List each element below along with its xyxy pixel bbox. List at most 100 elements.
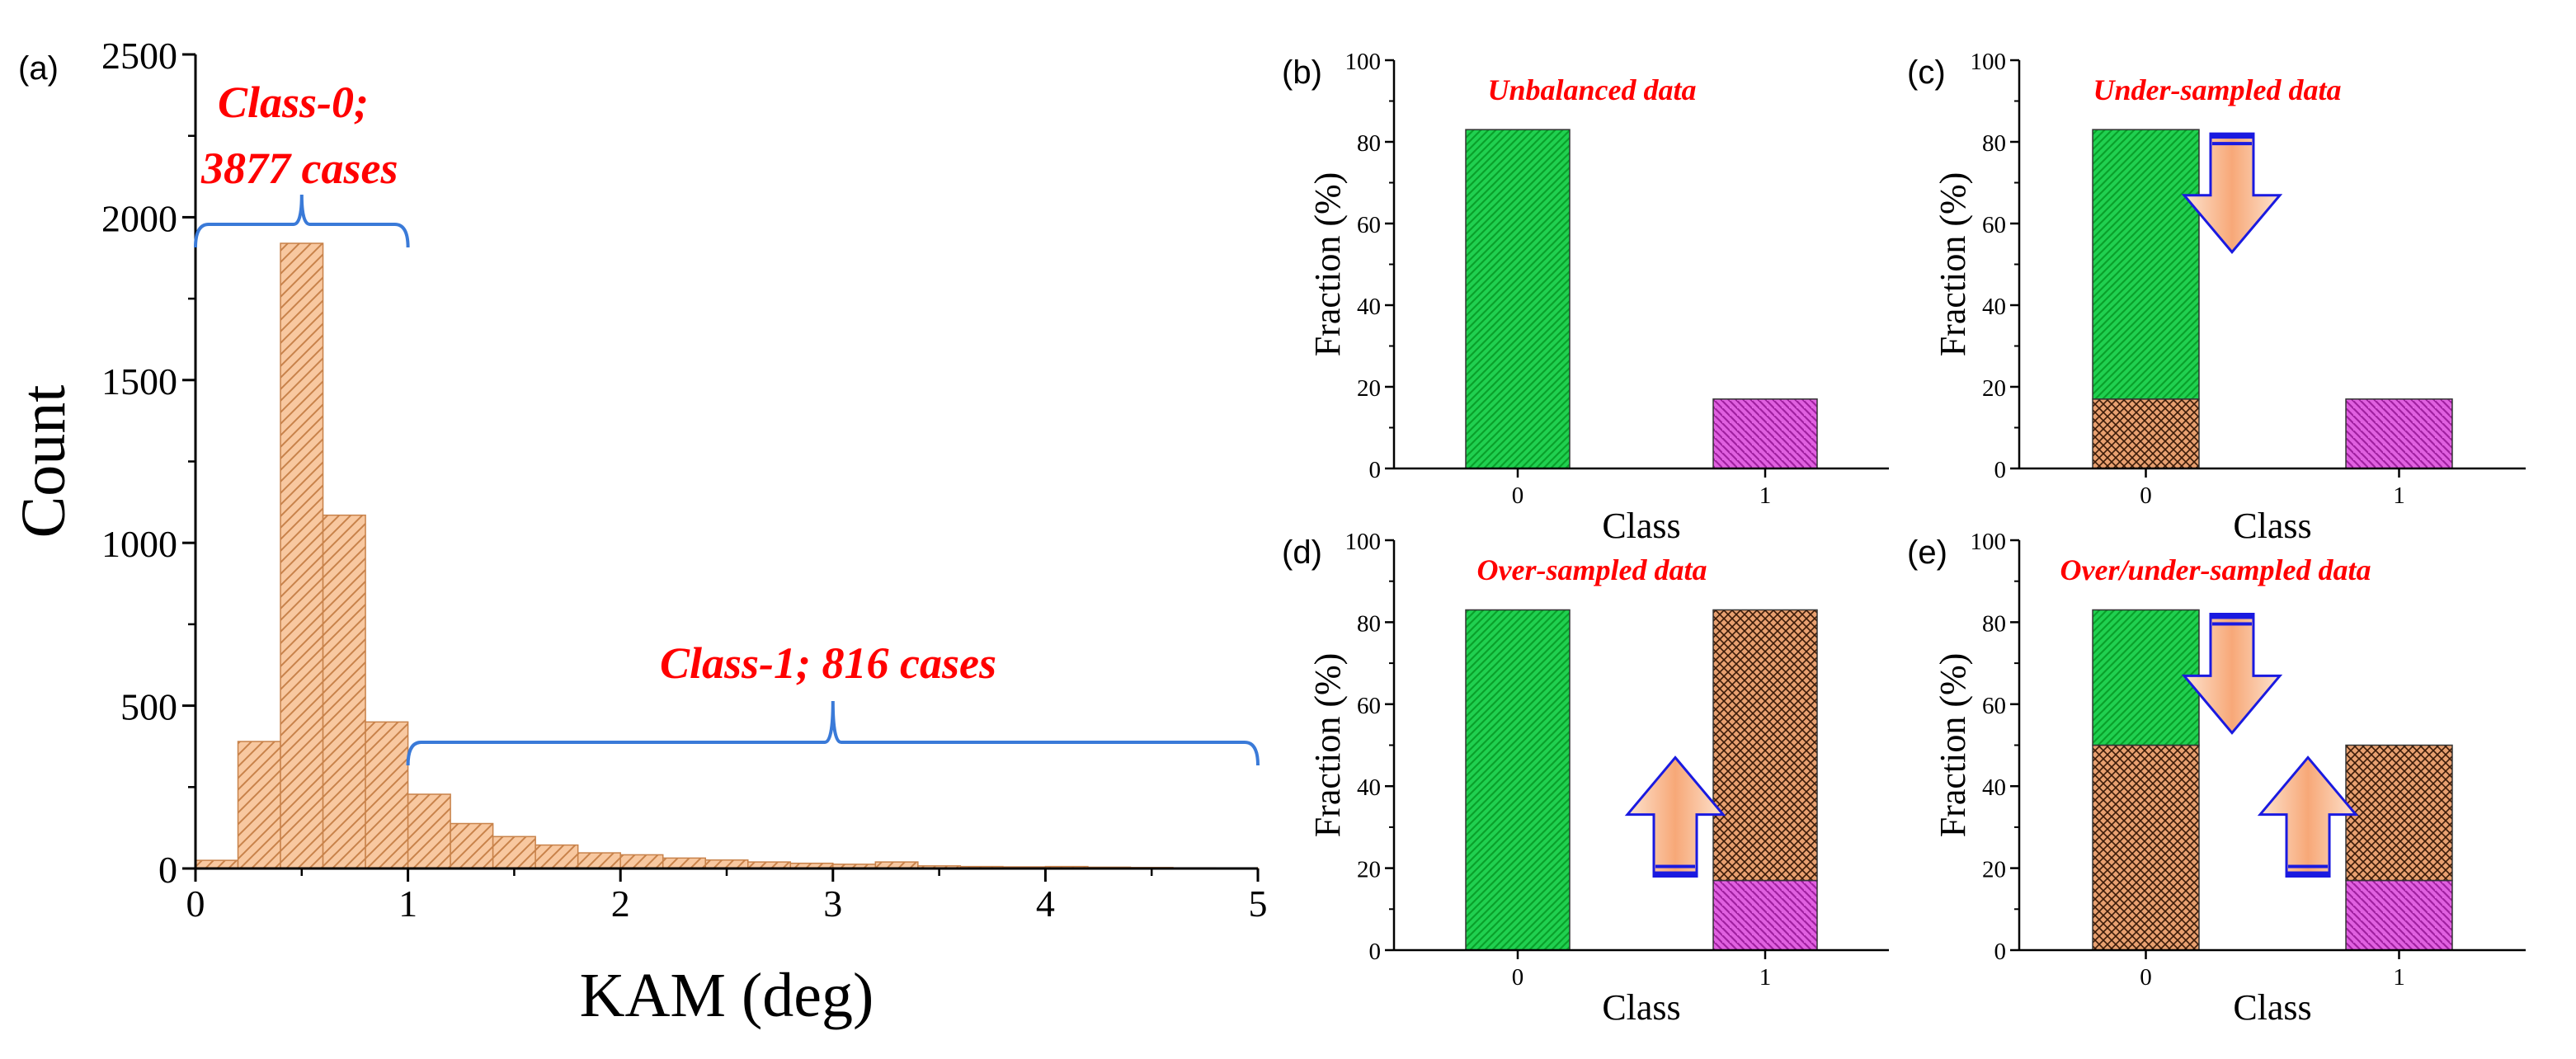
x-tick-label: 3	[823, 882, 842, 925]
histogram-bar	[450, 822, 494, 869]
y-tick-label: 0	[158, 849, 177, 891]
y-tick-label: 0	[1369, 939, 1382, 965]
bar-class-0-green	[1465, 609, 1571, 951]
bar-class-1-magenta	[1712, 398, 1818, 469]
y-tick-label: 100	[1971, 49, 2007, 75]
y-tick-label: 2500	[101, 35, 177, 77]
y-tick-label: 1500	[101, 360, 177, 402]
y-tick-label: 60	[1357, 693, 1381, 719]
y-tick-label: 0	[1994, 457, 2007, 483]
x-tick-label: 0	[1512, 482, 1524, 509]
panel-title: Over-sampled data	[1477, 553, 1707, 586]
y-tick-label: 40	[1982, 774, 2006, 801]
histogram-bar	[704, 859, 749, 869]
y-tick-label: 60	[1982, 693, 2006, 719]
arrow-body	[2181, 132, 2283, 254]
y-tick-label: 80	[1982, 610, 2006, 637]
arrow-tail-bar	[1655, 864, 1695, 868]
y-tick-label: 0	[1994, 939, 2007, 965]
arrow-body	[2257, 755, 2359, 878]
panel-label: (b)	[1282, 54, 1322, 91]
y-tick-label: 40	[1357, 294, 1381, 320]
panel-c: (c) Under-sampled data 0 20 40 60 80 100 0 1 Class…	[1907, 49, 2526, 546]
arrow-body	[2181, 612, 2283, 735]
bar-class-0-orange	[2092, 398, 2200, 469]
bar-class-0-green	[2092, 129, 2200, 400]
up-arrow	[2257, 755, 2359, 878]
down-arrow	[2181, 612, 2283, 735]
y-axis-label: Fraction (%)	[1307, 172, 1348, 357]
panel-title: Over/under-sampled data	[2060, 553, 2371, 586]
y-tick-label: 100	[1971, 529, 2007, 555]
panel-title: Under-sampled data	[2093, 73, 2342, 106]
arrow-tail-bar	[2210, 134, 2253, 139]
y-tick-label: 0	[1369, 457, 1382, 483]
x-tick-label: 0	[1512, 964, 1524, 991]
histogram-bar	[619, 854, 664, 869]
y-tick-label: 500	[120, 686, 177, 728]
x-axis-label: KAM (deg)	[580, 961, 874, 1030]
arrow-tail-bar	[2211, 142, 2252, 146]
panel-title: Unbalanced data	[1487, 73, 1696, 106]
arrow-tail-bar	[2286, 871, 2330, 877]
x-axis-label: Class	[1602, 506, 1680, 546]
arrow-tail-bar	[1654, 871, 1697, 877]
y-tick-label: 80	[1357, 610, 1381, 637]
y-tick-label: 20	[1357, 375, 1381, 402]
class-1-brace	[406, 700, 1260, 766]
panel-label: (d)	[1282, 534, 1322, 571]
x-axis-label: Class	[1602, 987, 1680, 1028]
bar-class-0-green	[2092, 609, 2200, 746]
arrow-tail-bar	[2211, 622, 2252, 626]
y-tick-label: 1000	[101, 523, 177, 565]
y-tick-label: 80	[1357, 130, 1381, 157]
x-tick-label: 1	[2393, 964, 2405, 991]
x-tick-label: 0	[186, 882, 205, 925]
class-0-count-annotation: 3877 cases	[200, 144, 398, 193]
histogram-bar	[280, 242, 324, 869]
y-tick-label: 80	[1982, 130, 2006, 157]
y-axis-label: Fraction (%)	[1933, 653, 1973, 838]
panel-label: (a)	[18, 50, 59, 87]
bar-class-1-magenta	[2345, 398, 2453, 469]
panel-d: (d) Over-sampled data 0 20 40 60 80 100 0 1 Class F…	[1282, 529, 1889, 1028]
panel-label: (c)	[1907, 54, 1946, 91]
bar-class-1-orange	[1712, 609, 1818, 882]
y-tick-label: 40	[1357, 774, 1381, 801]
y-tick-label: 60	[1357, 212, 1381, 238]
histogram-bar	[322, 514, 366, 869]
histogram-bar	[535, 844, 579, 869]
down-arrow	[2181, 132, 2283, 254]
histogram-bar	[662, 857, 706, 869]
arrow-tail-bar	[2210, 614, 2253, 619]
x-axis-label: Class	[2233, 987, 2311, 1028]
y-tick-label: 20	[1357, 857, 1381, 883]
bar-class-1-orange	[2345, 744, 2453, 882]
bar-class-1-magenta	[2345, 879, 2453, 951]
histogram-bar	[237, 741, 281, 869]
x-tick-label: 1	[2393, 482, 2405, 509]
y-tick-label: 2000	[101, 197, 177, 239]
panel-b: (b) Unbalanced data 0 20 40 60 80 100 0 1 Class Fra…	[1282, 49, 1889, 546]
y-axis-label: Fraction (%)	[1933, 172, 1973, 357]
panel-a: (a) 0 1 2 3 4 5 0 500 1000 1500 2000 2500 KAM (deg) Co…	[9, 35, 1268, 1030]
arrow-tail-bar	[2288, 864, 2329, 868]
arrow-body	[1624, 755, 1726, 878]
x-tick-label: 1	[1759, 964, 1772, 991]
x-tick-label: 0	[2140, 964, 2152, 991]
panel-e: (e) Over/under-sampled data 0 20 40 60 80 100 0 1…	[1907, 529, 2526, 1028]
up-arrow	[1624, 755, 1726, 878]
histogram-bar	[407, 793, 451, 869]
x-tick-label: 1	[1759, 482, 1772, 509]
y-axis-label: Count	[9, 385, 78, 539]
class-0-annotation: Class-0;	[218, 78, 369, 127]
x-axis-label: Class	[2233, 506, 2311, 546]
y-tick-label: 40	[1982, 294, 2006, 320]
histogram-bar	[492, 835, 536, 869]
y-tick-label: 20	[1982, 375, 2006, 402]
x-tick-label: 4	[1036, 882, 1055, 925]
y-tick-label: 60	[1982, 212, 2006, 238]
x-tick-label: 2	[611, 882, 630, 925]
y-axis-label: Fraction (%)	[1307, 653, 1348, 838]
